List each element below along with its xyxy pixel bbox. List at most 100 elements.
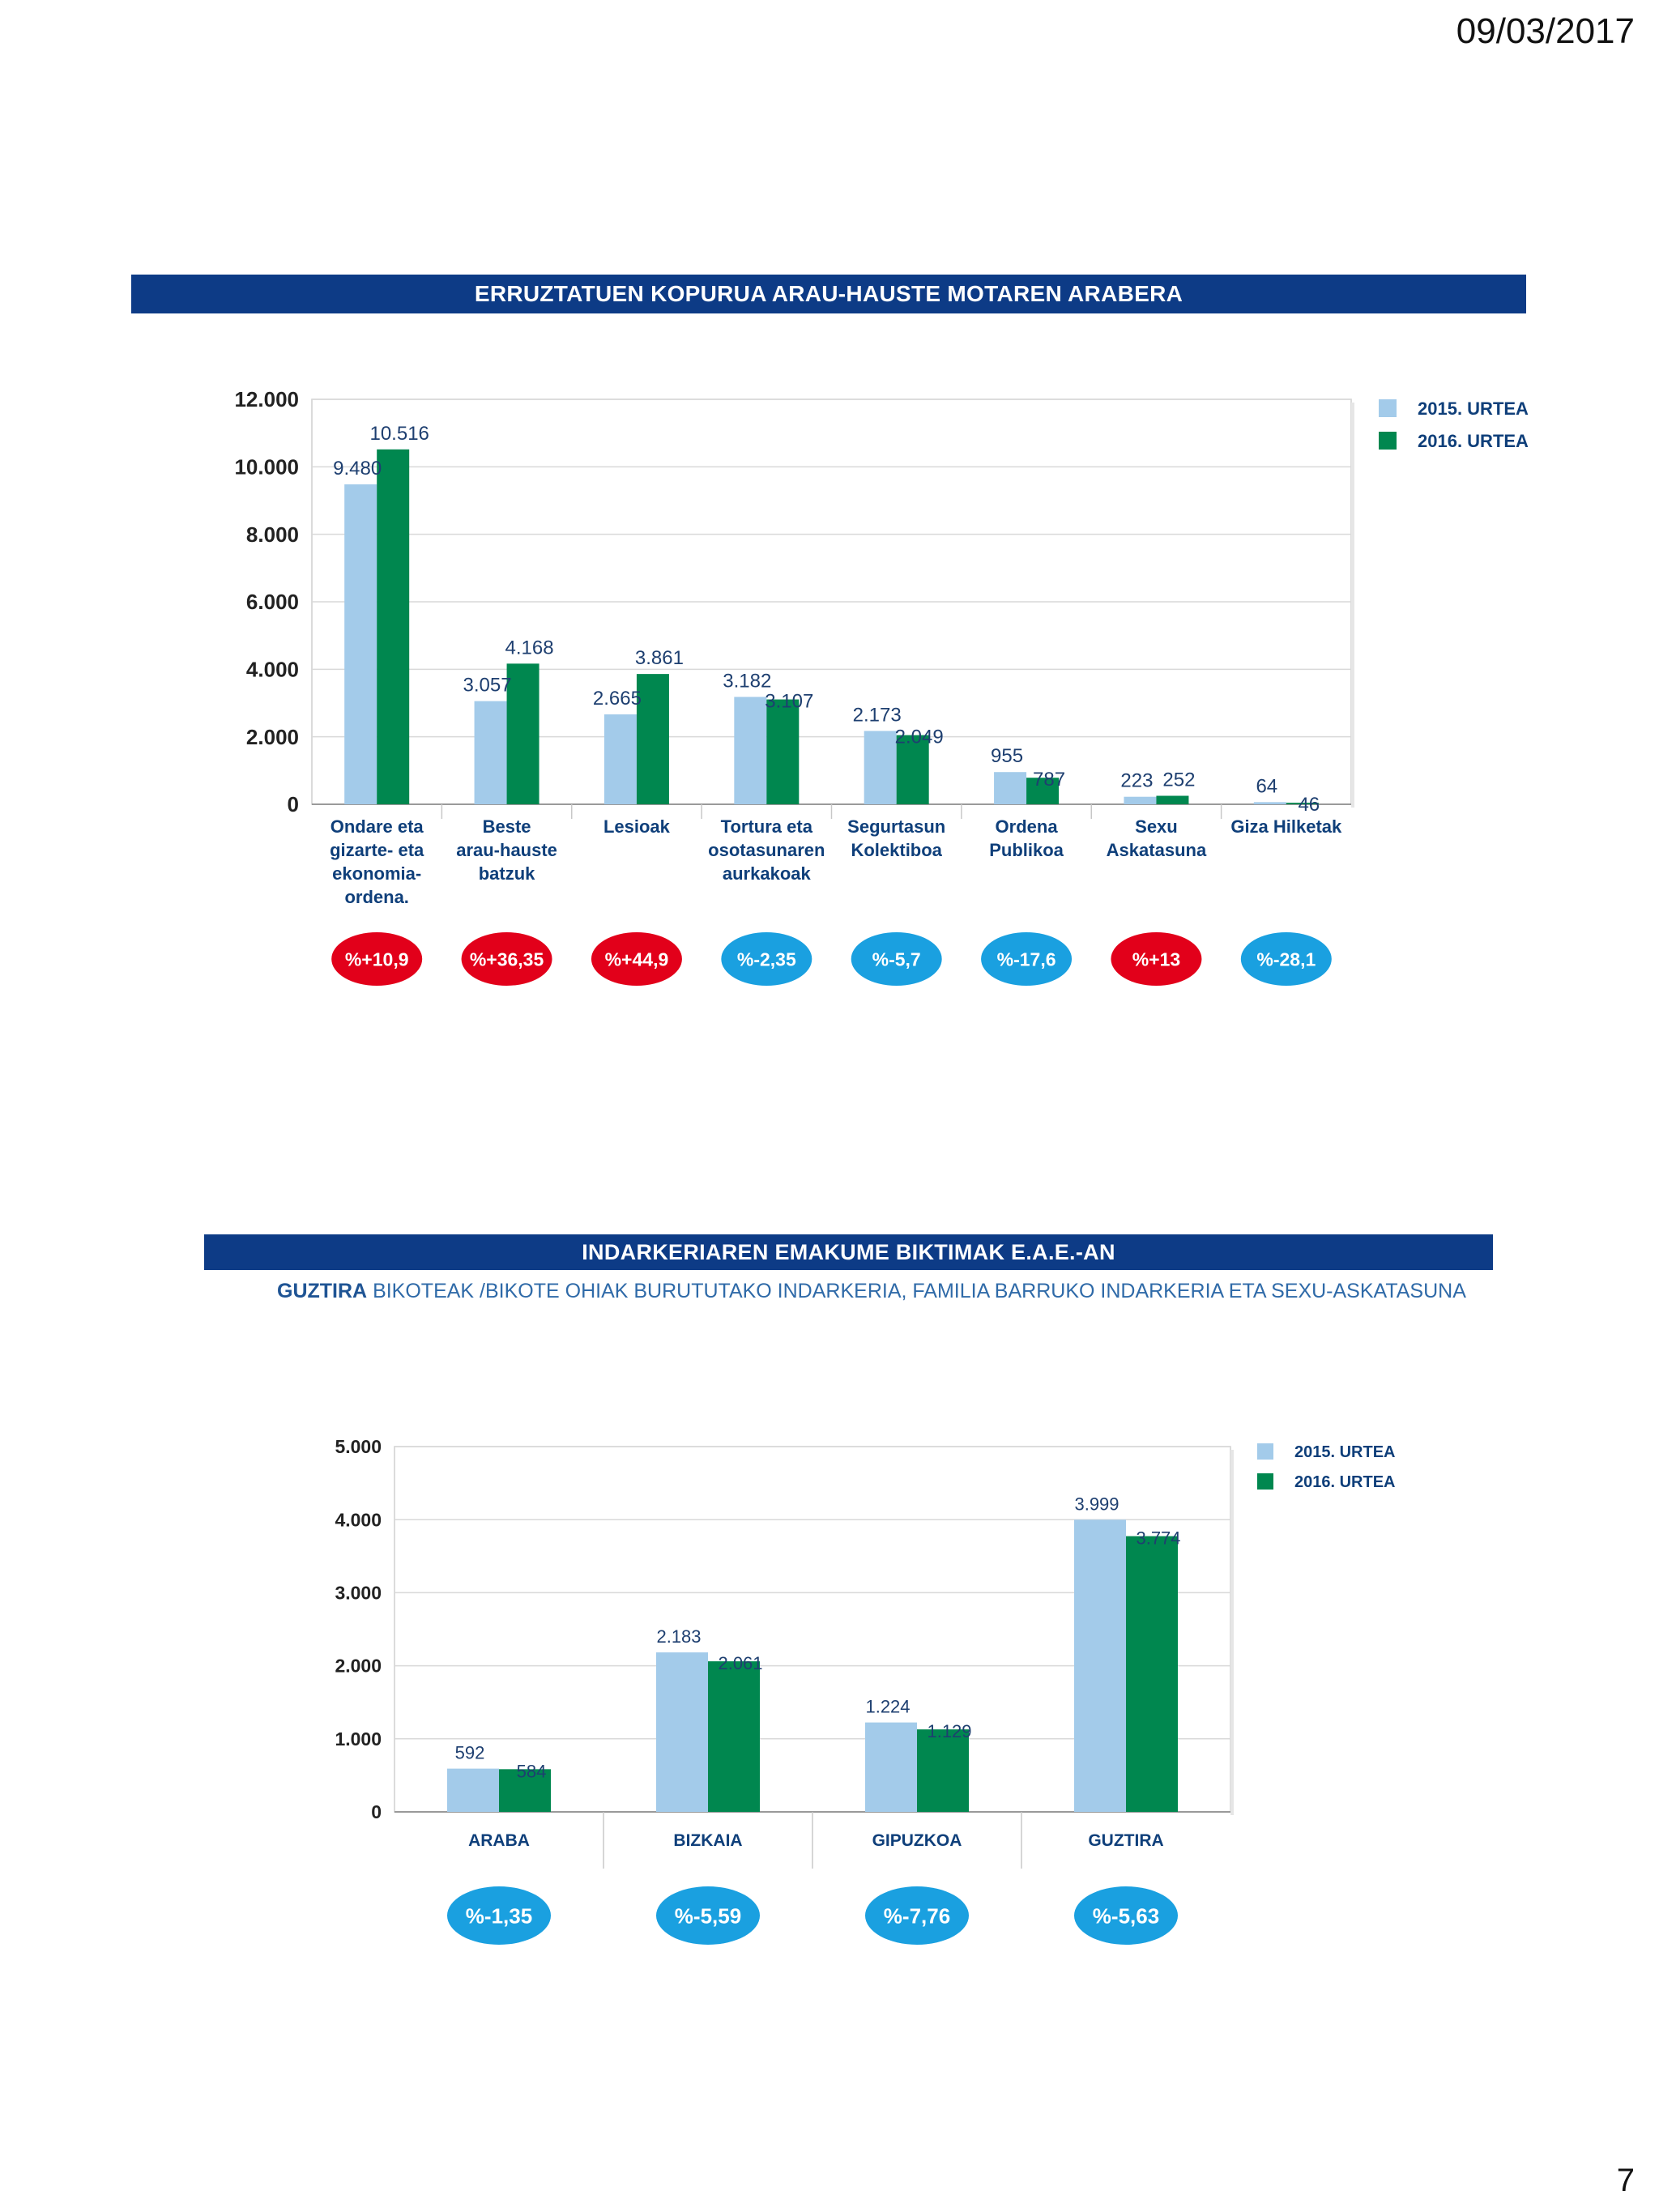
- y-tick-label: 12.000: [234, 387, 299, 411]
- category-label: Sexu: [1135, 816, 1178, 837]
- category-label: gizarte- eta: [330, 840, 424, 860]
- chart2-bar-chart: 0 1.000 2.000 3.000 4.000 5.000 592 584 ARABA %-1…: [335, 1436, 1396, 1945]
- chart1-bar-chart: 0 2.000 4.000 6.000 8.000 10.000 12.000 9.480 10…: [234, 387, 1529, 986]
- legend-label: 2016. URTEA: [1418, 431, 1529, 451]
- category-label: Segurtasun: [847, 816, 945, 837]
- bar-2016: [896, 735, 929, 804]
- category-label: GIPUZKOA: [872, 1831, 962, 1850]
- change-badge-label: %+44,9: [605, 948, 669, 970]
- value-label-2015: 2.183: [656, 1626, 701, 1647]
- bar-2016: [1156, 795, 1189, 804]
- legend-swatch: [1379, 432, 1397, 450]
- y-tick-label: 10.000: [234, 454, 299, 479]
- chart2-subtitle: GUZTIRA BIKOTEAK /BIKOTE OHIAK BURUTUTAK…: [277, 1280, 1466, 1303]
- change-badge-label: %-7,76: [884, 1903, 950, 1928]
- change-badge-decrease: [721, 932, 812, 986]
- bar-2015: [734, 697, 767, 804]
- value-label-2015: 3.182: [723, 670, 771, 692]
- value-label-2016: 10.516: [369, 423, 429, 445]
- change-badge-increase: [1111, 932, 1202, 986]
- category-label: BIZKAIA: [673, 1831, 742, 1850]
- value-label-2016: 3.861: [635, 647, 684, 669]
- change-badge-label: %-5,63: [1093, 1903, 1159, 1928]
- category-label: Giza Hilketak: [1230, 816, 1342, 837]
- value-label-2015: 9.480: [333, 458, 382, 479]
- change-badge-label: %+10,9: [345, 948, 409, 970]
- change-badge-label: %-28,1: [1256, 948, 1316, 970]
- value-label-2016: 3.774: [1136, 1528, 1180, 1549]
- y-tick-label: 0: [288, 792, 299, 816]
- bar-2015: [864, 731, 897, 804]
- bar-2015: [994, 772, 1027, 804]
- y-tick-label: 3.000: [335, 1582, 382, 1603]
- bar-2015: [344, 484, 377, 804]
- date-label: 09/03/2017: [1456, 11, 1635, 51]
- value-label-2015: 592: [455, 1743, 485, 1763]
- y-tick-label: 5.000: [335, 1436, 382, 1457]
- change-badge-increase: [591, 932, 682, 986]
- value-label-2016: 1.129: [927, 1721, 971, 1741]
- change-badge-decrease: [1240, 932, 1332, 986]
- chart1-title-banner: ERRUZTATUEN KOPURUA ARAU-HAUSTE MOTAREN …: [131, 275, 1526, 313]
- bar-2015: [1124, 796, 1157, 804]
- value-label-2016: 252: [1162, 769, 1195, 791]
- legend-swatch: [1257, 1473, 1273, 1490]
- change-badge-label: %-1,35: [466, 1903, 532, 1928]
- change-badge-label: %+36,35: [470, 948, 544, 970]
- y-tick-label: 6.000: [246, 590, 299, 614]
- change-badge-label: %-2,35: [737, 948, 796, 970]
- bar-2016: [499, 1769, 551, 1812]
- page-number: 7: [1616, 2163, 1635, 2198]
- subtitle-text: BIKOTEAK /BIKOTE OHIAK BURUTUTAKO INDARK…: [373, 1280, 1466, 1302]
- y-tick-label: 0: [371, 1801, 382, 1822]
- category-label: arau-hauste: [456, 840, 557, 860]
- category-label: Ordena: [996, 816, 1059, 837]
- bar-2016: [1026, 778, 1060, 804]
- category-label: Askatasuna: [1107, 840, 1207, 860]
- legend-label: 2015. URTEA: [1294, 1443, 1396, 1461]
- chart2-title-banner: INDARKERIAREN EMAKUME BIKTIMAK E.A.E.-AN: [204, 1234, 1493, 1270]
- bar-2016: [506, 663, 539, 804]
- y-tick-label: 8.000: [246, 522, 299, 547]
- bar-2015: [474, 701, 507, 804]
- change-badge-decrease: [981, 932, 1073, 986]
- category-label: aurkakoak: [723, 863, 812, 884]
- legend-swatch: [1379, 399, 1397, 417]
- y-tick-label: 4.000: [246, 657, 299, 681]
- change-badge-label: %-5,59: [675, 1903, 741, 1928]
- change-badge-increase: [461, 932, 552, 986]
- bar-2016: [1286, 803, 1319, 804]
- value-label-2015: 2.665: [593, 688, 642, 710]
- value-label-2015: 1.224: [865, 1697, 910, 1717]
- bar-2015: [865, 1722, 917, 1812]
- subtitle-bold: GUZTIRA: [277, 1280, 368, 1302]
- category-label: batzuk: [479, 863, 535, 884]
- y-tick-label: 2.000: [246, 725, 299, 749]
- y-tick-label: 2.000: [335, 1656, 382, 1677]
- bar-2016: [917, 1729, 969, 1812]
- plot-shadow: [1230, 1450, 1234, 1815]
- value-label-2016: 787: [1033, 769, 1065, 791]
- category-label: GUZTIRA: [1088, 1831, 1163, 1850]
- category-label: osotasunaren: [708, 840, 825, 860]
- category-label: Lesioak: [603, 816, 671, 837]
- bar-2015: [1074, 1519, 1126, 1812]
- category-label: ordena.: [344, 887, 408, 907]
- bar-2016: [636, 674, 669, 804]
- bar-2015: [656, 1652, 708, 1812]
- value-label-2016: 584: [517, 1761, 547, 1781]
- change-badge-decrease: [1074, 1886, 1178, 1945]
- category-label: ekonomia-: [332, 863, 421, 884]
- category-label: Beste: [483, 816, 531, 837]
- change-badge-label: %+13: [1132, 948, 1180, 970]
- value-label-2016: 4.168: [505, 637, 554, 658]
- change-badge-decrease: [851, 932, 942, 986]
- bar-2016: [1126, 1536, 1178, 1812]
- category-label: Tortura eta: [721, 816, 813, 837]
- value-label-2016: 2.049: [895, 727, 944, 748]
- category-label: ARABA: [468, 1831, 530, 1850]
- legend-swatch: [1257, 1443, 1273, 1460]
- category-label: Kolektiboa: [851, 840, 942, 860]
- bar-2015: [1253, 802, 1286, 804]
- change-badge-increase: [331, 932, 423, 986]
